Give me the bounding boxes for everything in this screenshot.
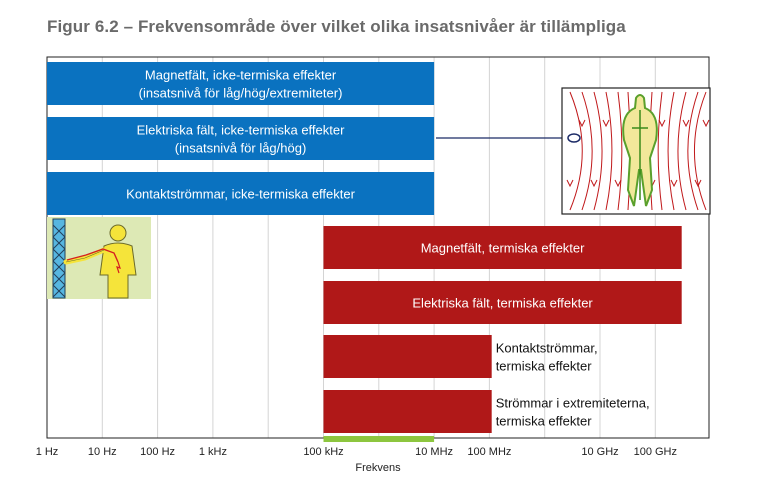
thermal-bar-3-label-1: termiska effekter [496,414,593,429]
figure-title: Figur 6.2 – Frekvensområde över vilket o… [47,17,626,36]
thermal-bar-2 [323,335,492,378]
x-tick-label-6: 100 MHz [467,446,511,458]
x-tick-label-2: 100 Hz [140,446,175,458]
field-line-arrow [702,119,710,128]
x-tick-label-5: 10 MHz [415,446,453,458]
thermal-bar-3-label-0: Strömmar i extremiteterna, [496,396,650,411]
thermal-bar-2-label-1: termiska effekter [496,359,593,374]
field-line [693,91,707,211]
thermal-bar-0 [323,226,682,269]
axis-ticks: 1 Hz 10 Hz 100 Hz 1 kHz 100 kHz 10 MHz 100 MHz… [36,446,677,458]
non-thermal-bar-1-label-1: (insatsnivå för låg/hög) [175,141,307,156]
field-line-arrow [590,179,598,188]
field-line [581,91,593,211]
thermal-bar-1 [323,281,682,324]
field-line [677,91,687,211]
x-tick-label-7: 10 GHz [581,446,618,458]
x-axis-label: Frekvens [355,462,401,474]
x-tick-label-3: 1 kHz [199,446,227,458]
non-thermal-bar-0-label-1: (insatsnivå för låg/hög/extremiteter) [139,86,343,101]
x-tick-label-1: 10 Hz [88,446,117,458]
x-tick-label-4: 100 kHz [303,446,343,458]
non-thermal-bar-1-label-0: Elektriska fält, icke-termiska effekter [137,123,345,138]
range-bars: Magnetfält, icke-termiska effekter (insat… [47,62,682,433]
field-line [605,91,613,211]
field-line-arrow [694,179,702,188]
field-line-arrow [566,179,574,188]
non-thermal-bar-0-label-0: Magnetfält, icke-termiska effekter [145,68,337,83]
field-line [657,91,663,211]
non-thermal-bar-0 [47,62,435,105]
field-line [593,91,603,211]
non-thermal-bar-2-label-0: Kontaktströmmar, icke-termiska effekter [126,187,355,202]
overlap-band-rect [323,436,435,442]
x-tick-label-0: 1 Hz [36,446,59,458]
field-line-arrow [614,179,622,188]
field-line-arrow [578,119,586,128]
thermal-bar-2-label-0: Kontaktströmmar, [496,341,598,356]
field-line-arrow [658,119,666,128]
field-line [569,91,583,211]
field-line-arrow [682,119,690,128]
field-line [667,91,675,211]
person-touching-fence-icon [47,217,151,299]
field-line-arrow [602,119,610,128]
thermal-bar-1-label-0: Elektriska fält, termiska effekter [412,296,593,311]
field-line [617,91,623,211]
non-thermal-bar-1 [47,117,435,160]
field-line [687,91,699,211]
non-thermal-bar-2 [47,172,435,215]
thermal-bar-3 [323,390,492,433]
overlap-band [323,436,435,442]
x-tick-label-8: 100 GHz [634,446,677,458]
field-line-arrow [670,179,678,188]
thermal-bar-0-label-0: Magnetfält, termiska effekter [421,241,585,256]
body-in-field-lines-icon [436,87,711,215]
